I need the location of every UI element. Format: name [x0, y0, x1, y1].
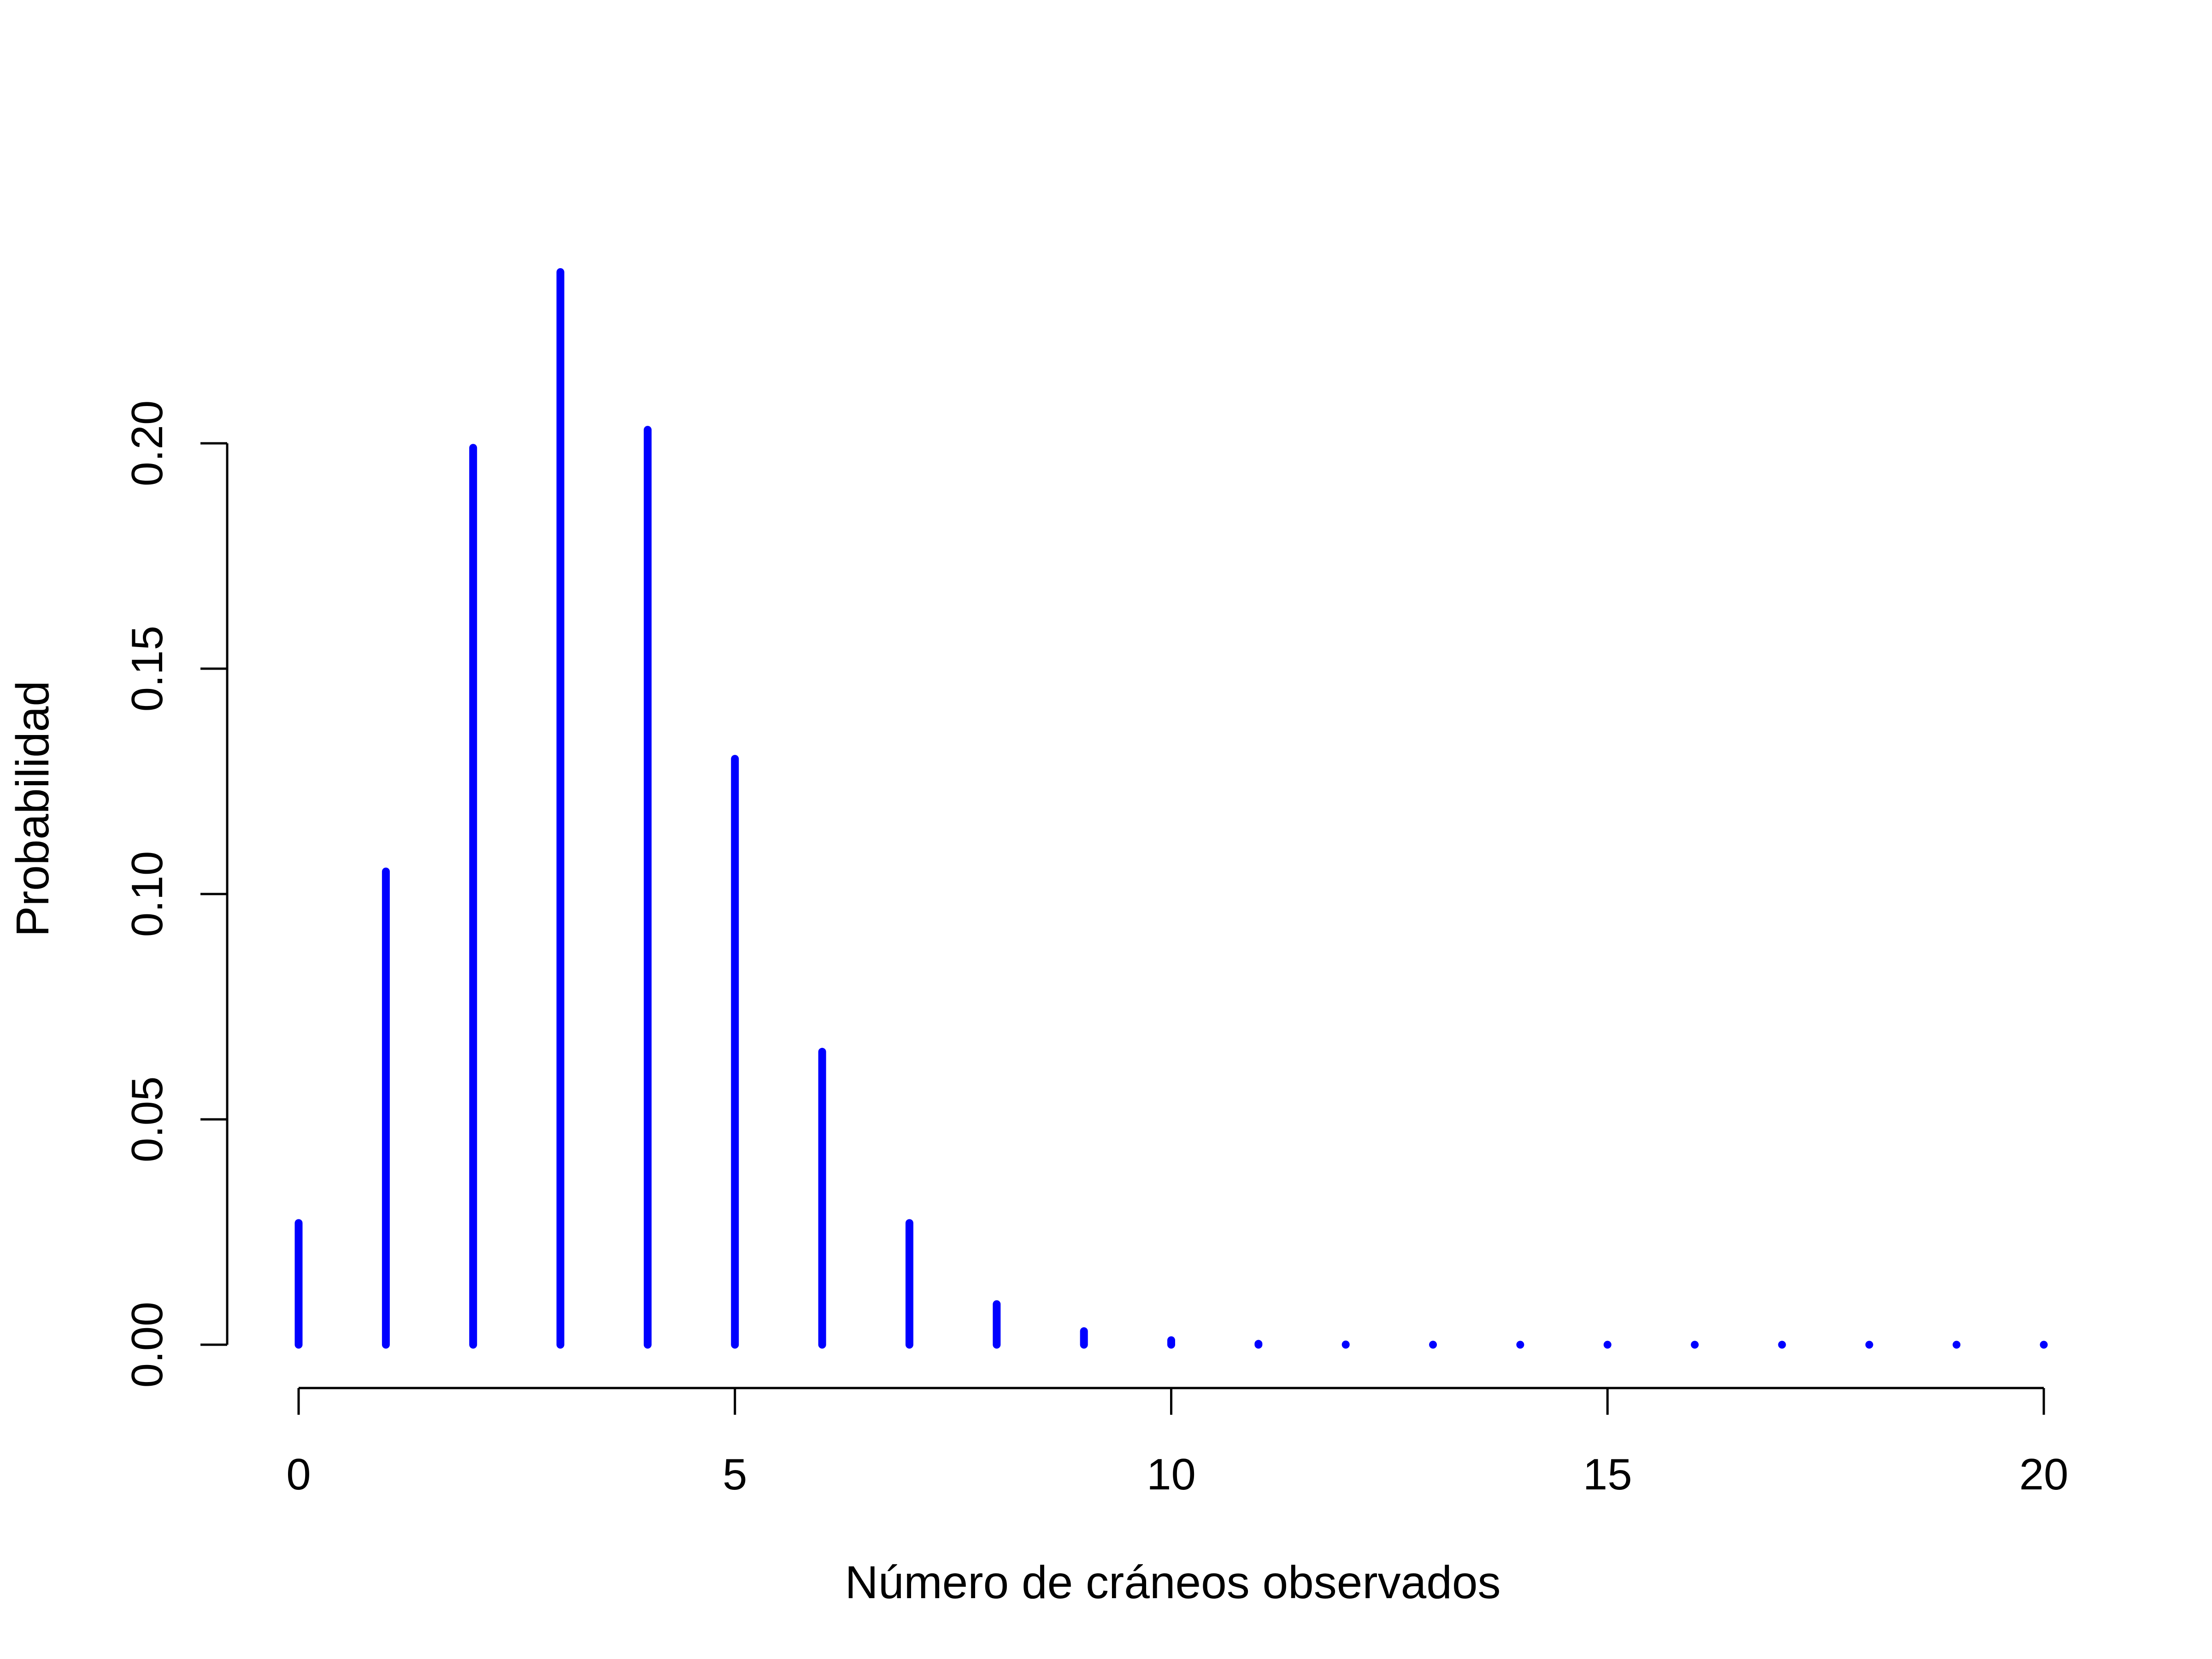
x-tick-label-0: 0 [286, 1450, 311, 1499]
x-tick-label-5: 5 [723, 1450, 747, 1499]
x-axis-title: Número de cráneos observados [845, 1557, 1501, 1608]
x-tick-label-15: 15 [1583, 1450, 1632, 1499]
y-tick-label-0.00: 0.00 [123, 1302, 172, 1388]
y-axis: 0.00 0.05 0.10 0.15 0.20 [123, 400, 229, 1388]
probability-bars [294, 268, 2048, 1349]
y-tick-label-0.15: 0.15 [123, 626, 172, 712]
y-tick-label-0.05: 0.05 [123, 1077, 172, 1163]
y-tick-label-0.10: 0.10 [123, 851, 172, 937]
x-tick-label-20: 20 [2019, 1450, 2069, 1499]
y-axis-title: Probabilidad [7, 681, 59, 937]
x-tick-label-10: 10 [1147, 1450, 1196, 1499]
x-axis: 0 5 10 15 20 [286, 1387, 2069, 1499]
y-tick-label-0.20: 0.20 [123, 400, 172, 487]
